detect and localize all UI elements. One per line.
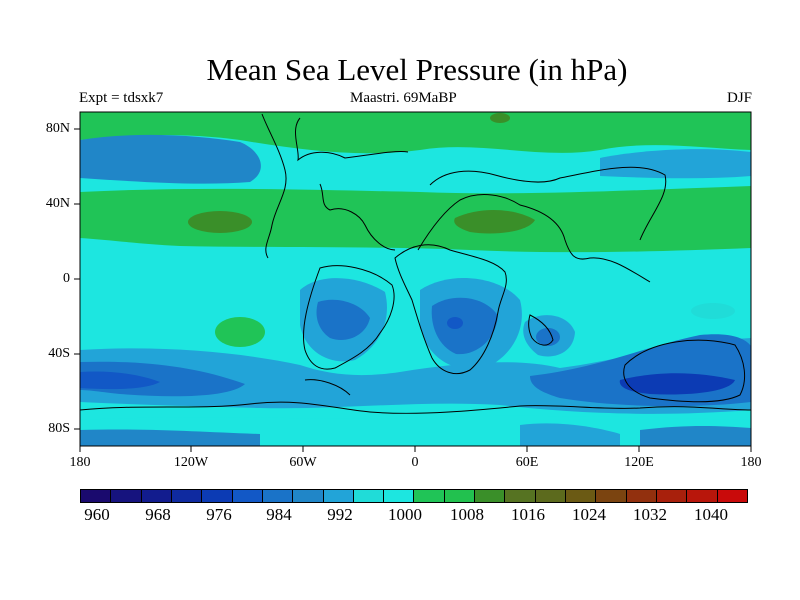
- y-tick-label: 80S: [48, 421, 70, 436]
- coastline-madagascar-india: [528, 314, 554, 346]
- axis-ticks: [74, 128, 752, 452]
- colorbar-label: 1040: [694, 505, 728, 524]
- colorbar-swatch: [566, 490, 597, 502]
- colorbar-swatch: [262, 490, 294, 502]
- colorbar-swatch: [353, 490, 385, 502]
- colorbar-swatch: [202, 490, 233, 502]
- y-tick-label: 80N: [45, 121, 70, 136]
- x-tick-label: 60W: [289, 455, 317, 470]
- subarctic-low-pacific: [80, 134, 261, 184]
- colorbar-label: 1016: [511, 505, 545, 524]
- south-pacific-high: [215, 317, 265, 347]
- arctic-high-spot: [490, 113, 510, 123]
- coastline-west-americas: [261, 113, 287, 259]
- colorbar-swatch: [111, 490, 142, 502]
- colorbar-swatch: [444, 490, 476, 502]
- colorbar-swatch: [596, 490, 627, 502]
- season-label: DJF: [726, 90, 752, 106]
- coastlines: [79, 113, 752, 414]
- colorbar-label: 984: [266, 505, 292, 524]
- coastline-eurasia-north: [429, 166, 667, 241]
- antarctic-low-central: [520, 423, 620, 446]
- y-tick-label: 0: [63, 271, 70, 286]
- subarctic-low-east: [600, 149, 751, 179]
- circumpolar-low-core: [619, 373, 735, 395]
- colorbar-swatch: [475, 490, 506, 502]
- colorbar-swatch: [171, 490, 203, 502]
- colorbar-swatch: [384, 490, 415, 502]
- coastline-australia: [623, 339, 746, 403]
- coastline-africa: [394, 244, 507, 374]
- colorbar-label: 1000: [388, 505, 422, 524]
- north-subtropical-high: [80, 186, 751, 253]
- colorbar-swatch: [81, 490, 112, 502]
- colorbar-label: 992: [327, 505, 353, 524]
- asian-high-core: [454, 209, 535, 234]
- colorbar-swatch: [535, 490, 566, 502]
- coastline-east-north-america: [319, 183, 396, 251]
- period-label: Maastri. 69MaBP: [350, 90, 457, 106]
- southern-ocean-low-far-west: [80, 371, 160, 390]
- colorbar-label: 976: [206, 505, 232, 524]
- colorbar-swatch: [232, 490, 263, 502]
- coastline-antarctic-peninsula: [304, 379, 351, 396]
- australian-low-core: [536, 328, 560, 346]
- antarctic-low-west: [80, 429, 260, 446]
- experiment-label: Expt = tdsxk7: [79, 90, 164, 106]
- colorbar-label: 968: [145, 505, 171, 524]
- x-tick-label: 180: [740, 455, 762, 470]
- colorbar-swatch: [505, 490, 536, 502]
- colorbar-swatch: [323, 490, 354, 502]
- y-tick-label: 40S: [48, 346, 70, 361]
- coastline-eurasia-south: [417, 194, 651, 283]
- north-polar-high: [80, 112, 751, 154]
- colorbar: [80, 489, 748, 503]
- african-low-core: [447, 317, 463, 329]
- south-american-low-core: [316, 299, 370, 340]
- colorbar-swatch: [656, 490, 688, 502]
- colorbar-label: 1024: [572, 505, 606, 524]
- x-tick-label: 60E: [515, 455, 539, 470]
- y-tick-label: 40N: [45, 196, 70, 211]
- colorbar-label: 1032: [633, 505, 667, 524]
- x-tick-label: 0: [411, 455, 419, 470]
- colorbar-swatch: [293, 490, 324, 502]
- east-subtropical-patch: [691, 303, 735, 319]
- colorbar-label: 1008: [450, 505, 484, 524]
- page-title: Mean Sea Level Pressure (in hPa): [206, 52, 628, 87]
- coastline-north-america: [295, 117, 409, 162]
- coastline-south-america: [302, 265, 395, 370]
- colorbar-swatch: [687, 490, 718, 502]
- north-pacific-high-core: [188, 211, 252, 233]
- african-low-mid: [431, 297, 498, 355]
- x-tick-label: 120E: [624, 455, 654, 470]
- colorbar-swatch: [626, 490, 657, 502]
- x-tick-label: 180: [69, 455, 91, 470]
- antarctic-low-east: [640, 426, 751, 446]
- colorbar-swatch: [717, 490, 747, 502]
- contour-fill: [80, 112, 751, 446]
- colorbar-swatch: [141, 490, 172, 502]
- coastline-antarctica: [79, 401, 752, 414]
- colorbar-swatch: [414, 490, 445, 502]
- x-tick-label: 120W: [173, 455, 209, 470]
- colorbar-label: 960: [84, 505, 110, 524]
